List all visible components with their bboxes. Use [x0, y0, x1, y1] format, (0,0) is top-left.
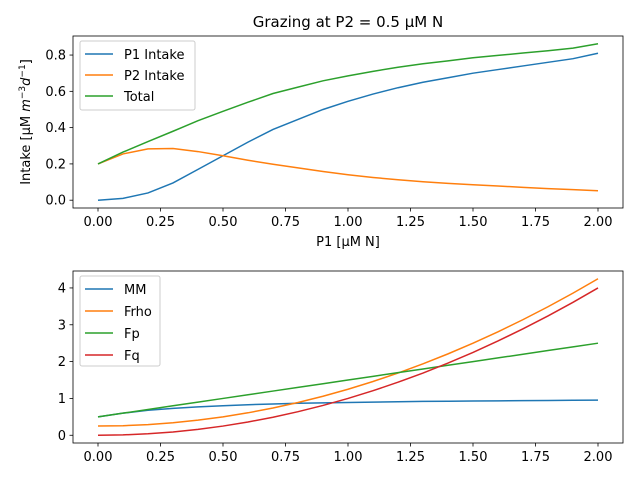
bottom-chart: 0.00 0.25 0.50 0.75 1.00 1.25 1.50 1.75 2.00 0 1 2… — [58, 270, 624, 465]
top-chart-lines — [97, 43, 599, 201]
top-chart-x-tick-label: 1.50 — [459, 215, 488, 230]
top-chart-y-tick-label: 0.0 — [45, 194, 66, 209]
top-chart-y-ticks: 0.0 0.2 0.4 0.6 0.8 — [45, 49, 73, 209]
bottom-chart-y-ticks: 0 1 2 3 4 — [58, 281, 73, 444]
bottom-chart-series-mm — [97, 399, 599, 418]
bottom-chart-legend: MM Frho Fp Fq — [79, 275, 161, 367]
top-chart-series-p1-intake — [97, 52, 599, 201]
top-chart-x-tick-label: 0.50 — [209, 215, 238, 230]
bottom-chart-lines — [97, 278, 599, 437]
top-chart-y-tick-label: 0.4 — [45, 121, 66, 136]
bottom-chart-series-frho — [97, 278, 599, 427]
bottom-chart-series-fp — [97, 342, 599, 418]
bottom-chart-x-ticks: 0.00 0.25 0.50 0.75 1.00 1.25 1.50 1.75 2.00 — [84, 443, 613, 465]
bottom-chart-legend-label-fq: Fq — [124, 349, 140, 364]
top-chart-y-tick-label: 0.8 — [45, 49, 66, 64]
top-chart-x-tick-label: 1.00 — [334, 215, 363, 230]
top-chart-series-total — [97, 43, 599, 165]
top-chart-legend-label-total: Total — [123, 90, 154, 105]
top-chart-x-tick-label: 2.00 — [584, 215, 613, 230]
bottom-chart-x-tick-label: 2.00 — [584, 450, 613, 465]
top-chart-y-axis-label: Intake [μM m−3d−1] — [18, 59, 34, 185]
bottom-chart-y-tick-label: 2 — [58, 355, 66, 370]
bottom-chart-legend-box — [79, 275, 161, 367]
bottom-chart-y-tick-label: 3 — [58, 318, 66, 333]
top-chart: Grazing at P2 = 0.5 μM N 0.00 0.25 0.50 0.7… — [18, 13, 624, 250]
top-chart-legend-label-p1-intake: P1 Intake — [124, 48, 184, 63]
top-chart-y-tick-label: 0.6 — [45, 85, 66, 100]
bottom-chart-x-tick-label: 1.75 — [521, 450, 550, 465]
bottom-chart-x-tick-label: 1.25 — [396, 450, 425, 465]
bottom-chart-x-tick-label: 0.00 — [84, 450, 113, 465]
top-chart-legend-label-p2-intake: P2 Intake — [124, 69, 184, 84]
bottom-chart-legend-label-fp: Fp — [124, 327, 140, 342]
top-chart-x-tick-label: 0.75 — [271, 215, 300, 230]
bottom-chart-x-tick-label: 0.75 — [271, 450, 300, 465]
top-chart-x-tick-label: 0.00 — [84, 215, 113, 230]
top-chart-x-ticks: 0.00 0.25 0.50 0.75 1.00 1.25 1.50 1.75 2.00 — [84, 208, 613, 230]
top-chart-x-tick-label: 1.75 — [521, 215, 550, 230]
top-chart-x-tick-label: 0.25 — [146, 215, 175, 230]
top-chart-legend: P1 Intake P2 Intake Total — [79, 40, 196, 111]
chart-title: Grazing at P2 = 0.5 μM N — [253, 13, 443, 31]
bottom-chart-x-tick-label: 1.50 — [459, 450, 488, 465]
bottom-chart-legend-label-mm: MM — [124, 283, 146, 298]
bottom-chart-x-tick-label: 0.25 — [146, 450, 175, 465]
top-chart-x-axis-label: P1 [μM N] — [316, 235, 380, 250]
bottom-chart-x-tick-label: 0.50 — [209, 450, 238, 465]
top-chart-x-tick-label: 1.25 — [396, 215, 425, 230]
bottom-chart-legend-label-frho: Frho — [124, 305, 152, 320]
bottom-chart-y-tick-label: 0 — [58, 429, 66, 444]
top-chart-legend-box — [79, 40, 196, 111]
top-chart-y-tick-label: 0.2 — [45, 157, 66, 172]
top-chart-series-p2-intake — [97, 147, 599, 192]
bottom-chart-x-tick-label: 1.00 — [334, 450, 363, 465]
bottom-chart-series-fq — [97, 287, 599, 437]
bottom-chart-y-tick-label: 4 — [58, 281, 66, 296]
bottom-chart-y-tick-label: 1 — [58, 392, 66, 407]
